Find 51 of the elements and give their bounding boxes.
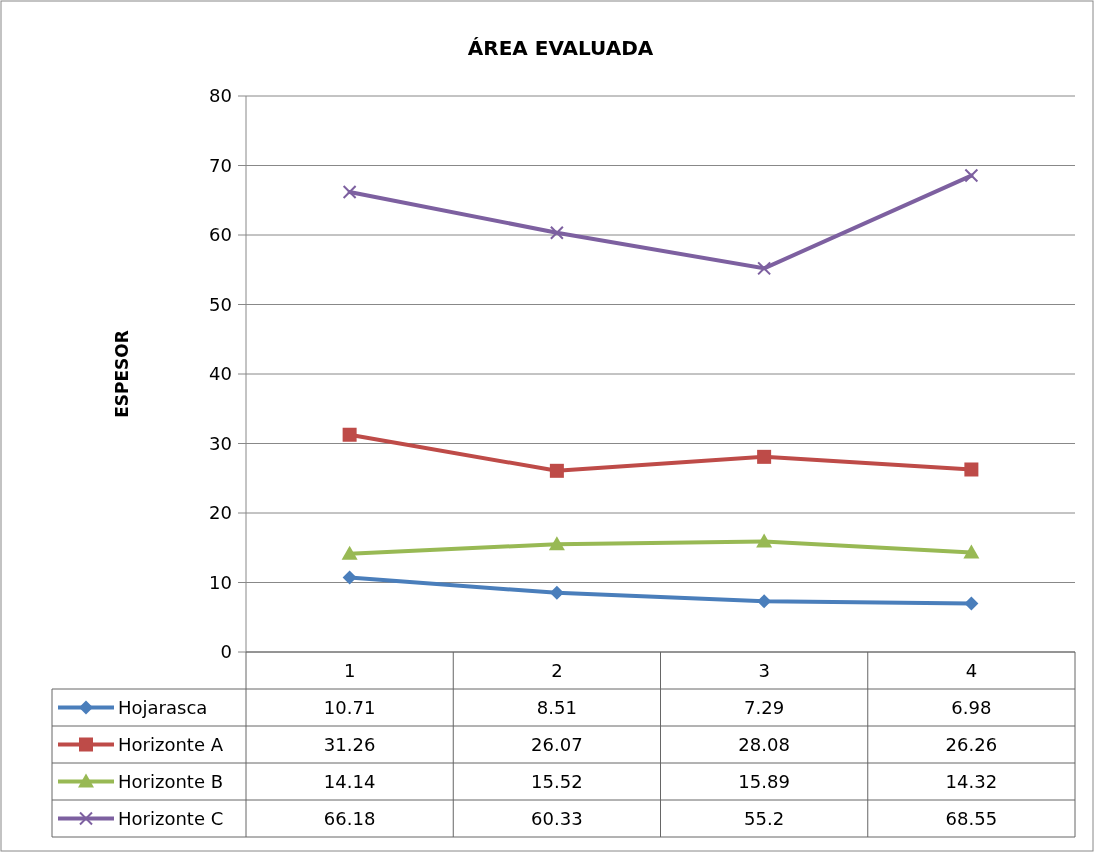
chart-title: ÁREA EVALUADA: [467, 36, 654, 60]
data-label: 15.89: [738, 770, 790, 792]
data-label: 55.2: [744, 807, 785, 829]
point: [757, 261, 772, 276]
legend-label: Horizonte B: [118, 770, 224, 792]
y-tick-label: 60: [209, 224, 232, 246]
y-tick-label: 70: [209, 154, 232, 176]
legend-label: Horizonte C: [118, 807, 224, 829]
data-label: 28.08: [738, 733, 790, 755]
data-label: 66.18: [323, 807, 376, 829]
data-label: 8.51: [536, 696, 577, 718]
point: [341, 545, 358, 560]
y-tick-label: 40: [209, 363, 232, 385]
point: [964, 462, 979, 477]
point: [964, 168, 979, 183]
data-label: 15.52: [531, 770, 583, 792]
data-label: 26.07: [531, 733, 583, 755]
point: [964, 596, 979, 611]
data-label: 26.26: [945, 733, 998, 755]
data-label: 31.26: [323, 733, 376, 755]
x-tick-label: 2: [551, 659, 563, 681]
data-label: 14.32: [945, 770, 998, 792]
legend-label: Hojarasca: [118, 696, 208, 718]
point: [757, 449, 772, 464]
point: [756, 533, 773, 548]
y-tick-label: 50: [209, 293, 232, 315]
point: [549, 225, 564, 240]
data-label: 10.71: [323, 696, 376, 718]
data-label: 7.29: [744, 696, 785, 718]
y-tick-label: 0: [220, 641, 232, 663]
point: [342, 427, 357, 442]
point: [549, 463, 564, 478]
data-label: 60.33: [531, 807, 583, 829]
point: [963, 544, 980, 559]
point: [342, 185, 357, 200]
point: [549, 585, 564, 600]
y-axis-title: ESPESOR: [112, 330, 132, 418]
y-tick-label: 20: [209, 502, 232, 524]
y-tick-label: 10: [209, 571, 232, 593]
x-tick-label: 1: [343, 659, 356, 681]
x-tick-label: 3: [758, 659, 770, 681]
point: [342, 570, 357, 585]
point: [757, 594, 772, 609]
y-tick-label: 80: [209, 85, 232, 107]
legend-label: Horizonte A: [118, 733, 224, 755]
point: [548, 536, 565, 551]
data-label: 68.55: [945, 807, 998, 829]
data-label: 14.14: [323, 770, 376, 792]
x-tick-label: 4: [965, 659, 978, 681]
data-label: 6.98: [951, 696, 992, 718]
y-tick-label: 30: [209, 432, 232, 454]
